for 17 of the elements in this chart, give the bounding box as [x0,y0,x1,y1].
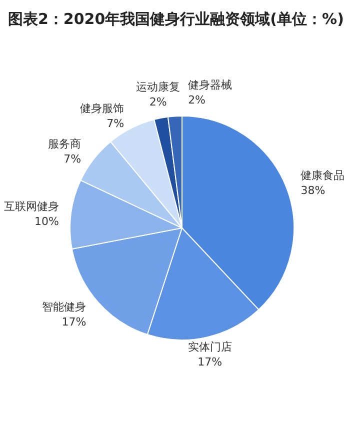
chart-title: 图表2：2020年我国健身行业融资领域(单位：%) [8,10,344,28]
data-label: 38% [300,184,326,197]
slice-label: 实体门店 [188,340,232,354]
data-label: 17% [198,356,222,369]
slice-label: 服务商 [48,138,82,151]
data-label: 7% [106,117,124,130]
slice-label: 智能健身 [42,300,86,314]
slice-label: 运动康复 [136,80,180,94]
slice-label: 健身器械 [188,78,232,92]
data-label: 2% [149,96,167,109]
data-label: 10% [34,214,59,228]
slice-label: 互联网健身 [4,200,59,213]
slice-label: 健康食品 [300,169,345,182]
data-label: 7% [64,152,82,166]
data-label: 2% [188,94,206,107]
slice-label: 健身服饰 [80,102,124,116]
data-label: 17% [62,315,86,328]
